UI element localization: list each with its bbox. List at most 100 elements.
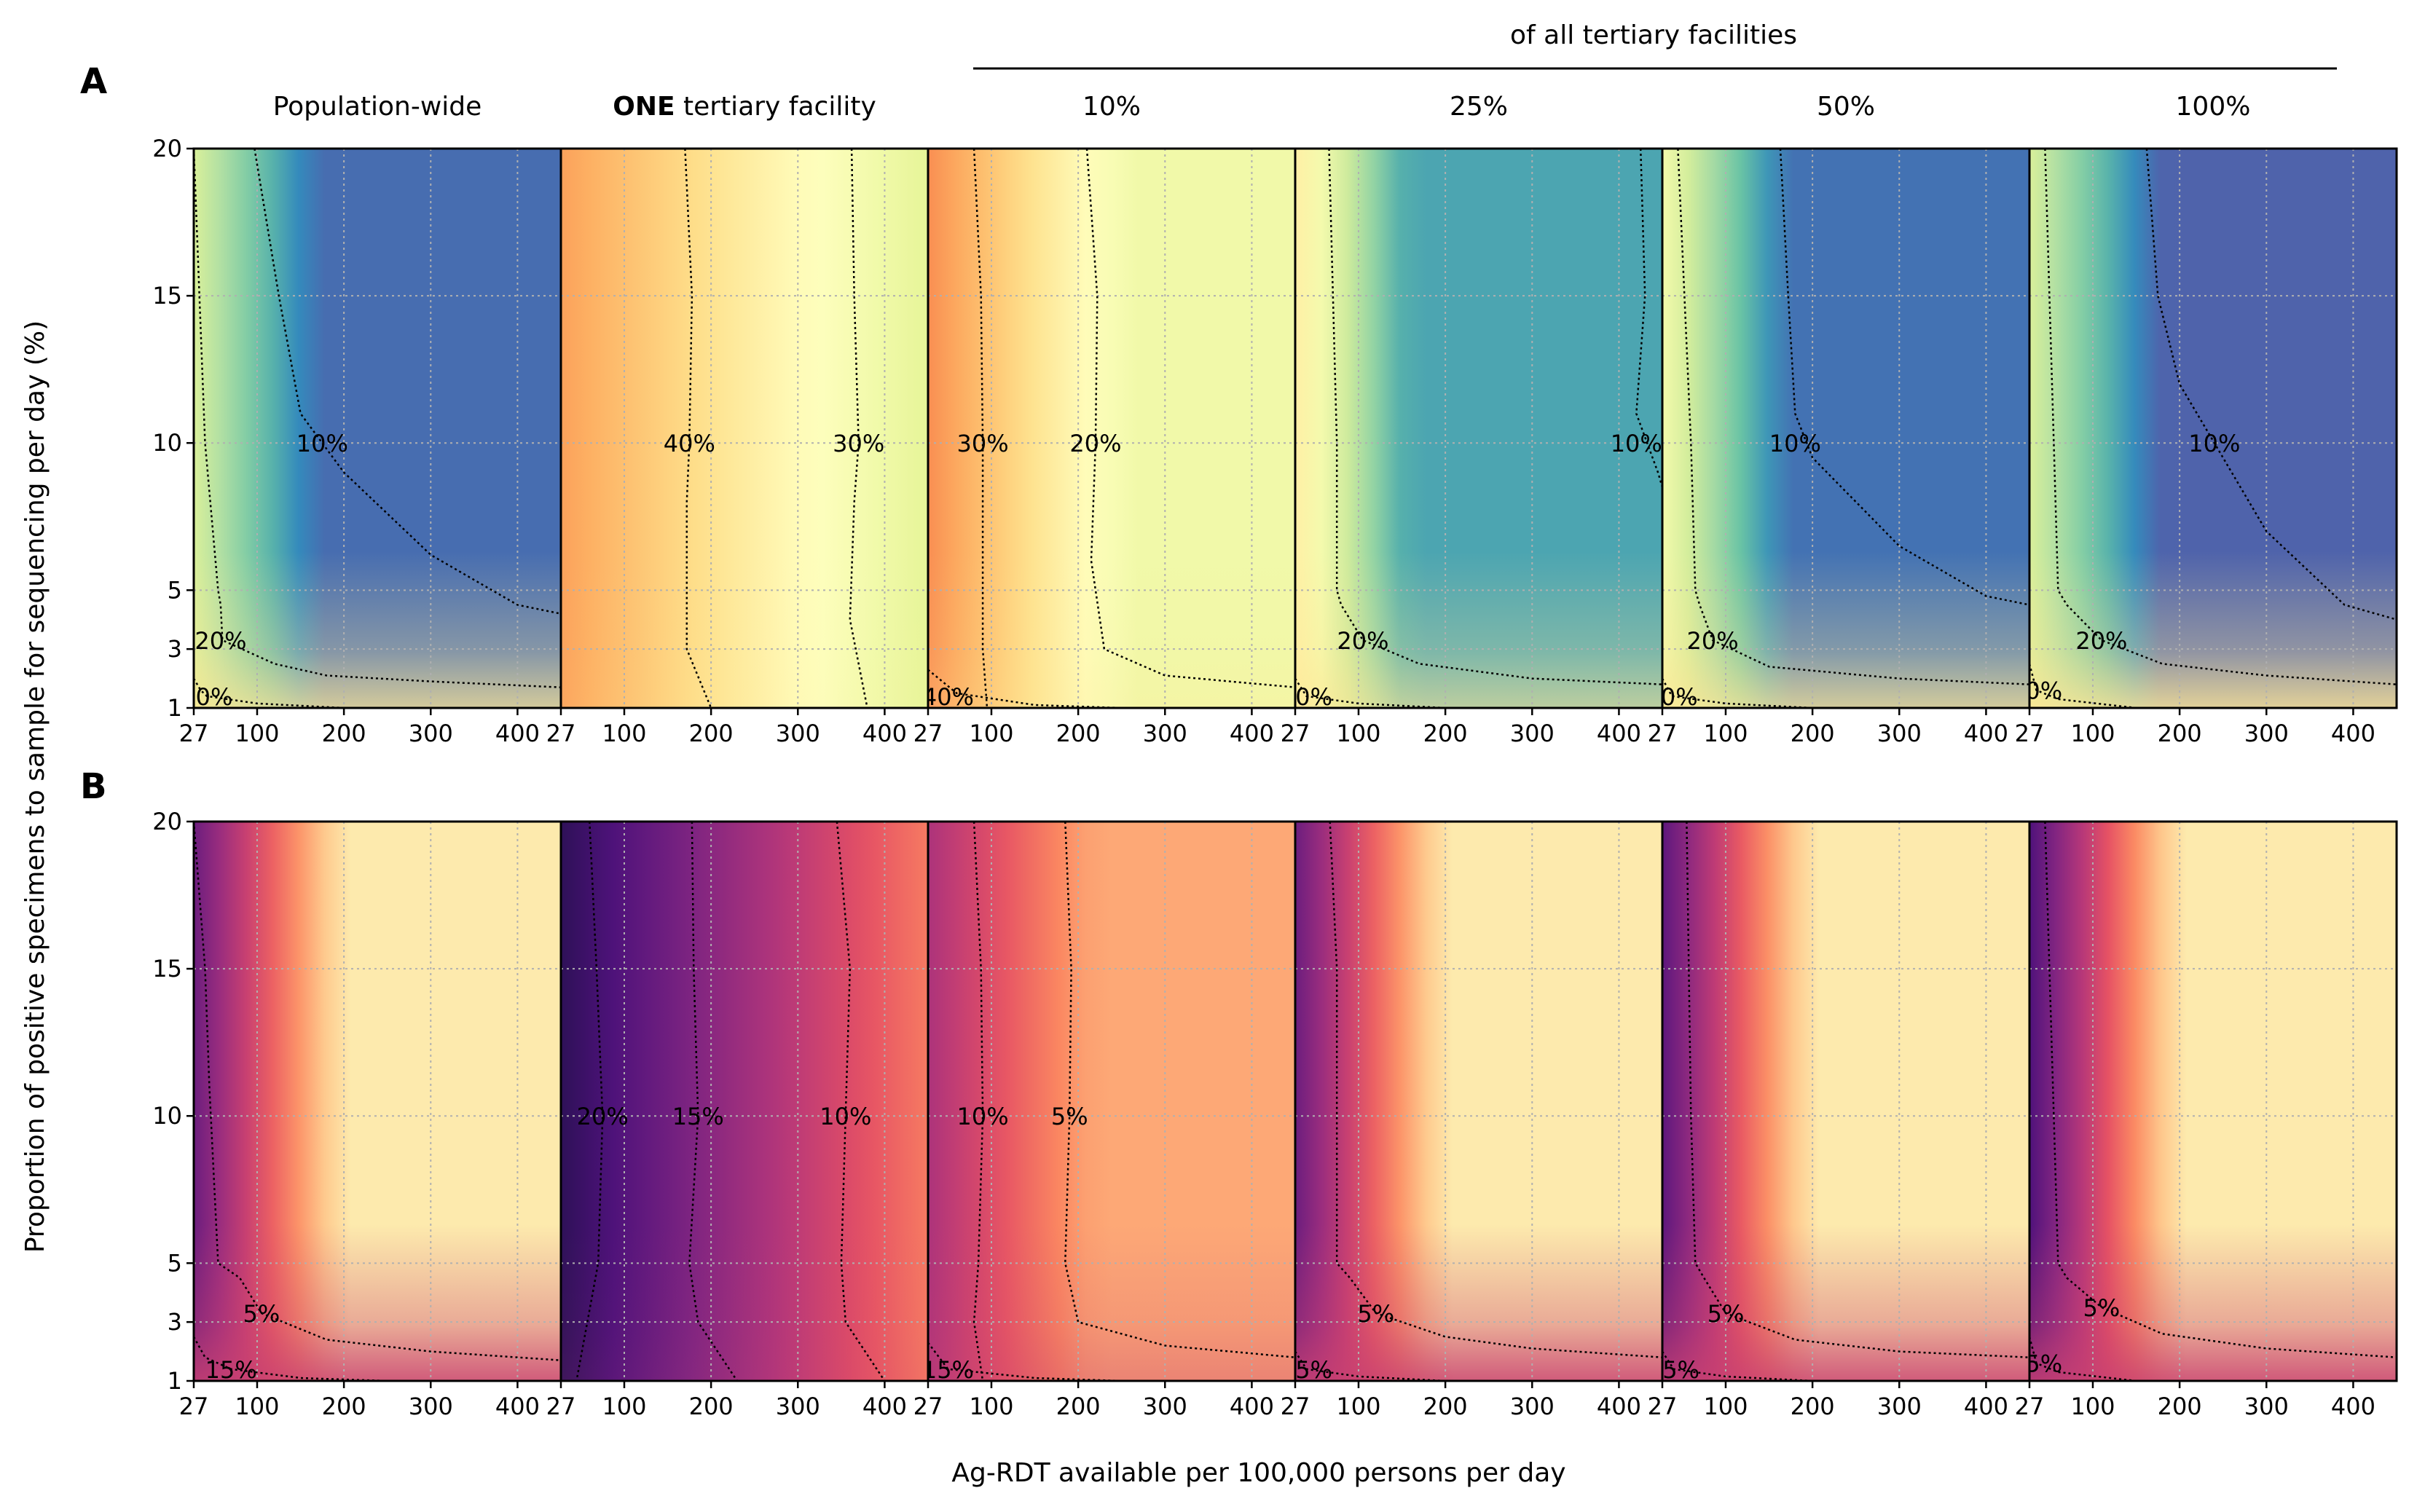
contour-label: 30% [957, 430, 1009, 457]
heatmap-shade [561, 822, 928, 1381]
heatmap-shade [194, 149, 561, 708]
y-tick-label: 1 [168, 694, 182, 722]
x-tick-label: 100 [235, 1393, 279, 1420]
x-tick-label: 400 [1597, 1393, 1641, 1420]
contour-label: 15% [1648, 1356, 1699, 1384]
contour-label: 5% [2083, 1294, 2121, 1322]
contour-line [1779, 149, 2029, 606]
grid [1295, 149, 1662, 708]
x-tick-label: 200 [1791, 720, 1835, 747]
contour-line [1064, 822, 1295, 1358]
x-tick-label: 400 [1964, 720, 2008, 747]
x-tick-label: 27 [2015, 720, 2045, 747]
grid [2029, 822, 2397, 1381]
contour-label: 5% [1707, 1300, 1745, 1328]
contour-line [688, 822, 738, 1381]
contour-label: 30% [833, 430, 884, 457]
contour-label: 40% [1646, 683, 1698, 711]
y-tick-label: 10 [152, 1102, 182, 1130]
contour-label: 20% [194, 627, 246, 655]
x-tick-label: 27 [2015, 1393, 2045, 1420]
x-tick-label: 100 [1703, 1393, 1748, 1420]
grid [928, 149, 1295, 708]
x-tick-label: 27 [1281, 720, 1310, 747]
contour-label: 10% [820, 1103, 871, 1130]
y-axis-label: Proportion of positive specimens to samp… [20, 320, 50, 1253]
heatmap-shade [928, 822, 1295, 1381]
x-tick-label: 100 [602, 1393, 646, 1420]
contour-line [1662, 1350, 1813, 1381]
heatmap-cell-a-2: 40% 30% 27 100 200 300 400 [546, 147, 930, 747]
x-tick-label: 200 [1056, 1393, 1101, 1420]
contour-label: 5% [243, 1300, 280, 1328]
contour-label: 40% [2011, 677, 2062, 705]
contour-line [849, 149, 868, 708]
contour-line [254, 149, 561, 615]
heatmap-shade [1662, 822, 2029, 1381]
column-title-text: Population-wide [273, 92, 482, 122]
contour-line [928, 669, 1122, 708]
x-tick-label: 300 [1877, 1393, 1922, 1420]
heatmap-cell-b-3: 10% 5% 15% 27 100 200 300 400 [913, 820, 1297, 1420]
contours: 10%20%40% [1295, 149, 1662, 708]
x-tick-label: 200 [322, 1393, 366, 1420]
contour-label: 10% [957, 1103, 1009, 1130]
cell-frame [2028, 820, 2398, 1382]
column-titles: Population-wide ONE tertiary facility 10% 2… [273, 92, 2251, 122]
contour-line [684, 149, 712, 708]
contours: 10% 20% 40% [2011, 149, 2397, 708]
column-title-text: 50% [1817, 92, 1875, 122]
contour-label: 10% [1611, 430, 1662, 457]
heatmap-cell-a-4: 10% 20%40% 27 100 200 300 400 [1281, 147, 1664, 747]
x-tick-label: 27 [1281, 1393, 1310, 1420]
heatmap-cell-a-3: 30% 20% 40% 27 100 200 300 400 [913, 147, 1297, 747]
x-tick-label: 200 [1423, 1393, 1468, 1420]
column-title-text: 25% [1450, 92, 1508, 122]
column-title-text: 100% [2176, 92, 2251, 122]
heatmap-cell-b-6: 5% 15% 27 100 200 300 400 [2015, 820, 2398, 1420]
x-tick-label: 200 [2158, 1393, 2202, 1420]
contours: 5% 15% [1648, 822, 2029, 1384]
contour-line [1686, 822, 2029, 1358]
contour-line [575, 822, 604, 1381]
heatmap-shade [561, 149, 928, 708]
x-tick-label: 400 [2331, 720, 2375, 747]
x-tick-label: 100 [2070, 1393, 2115, 1420]
contour-label: 5% [1051, 1103, 1088, 1130]
contours: 10%20%40% [194, 149, 561, 708]
x-tick-label: 27 [546, 720, 576, 747]
heatmap-shade [194, 822, 561, 1381]
x-tick-label: 300 [2244, 1393, 2289, 1420]
x-tick-label: 300 [409, 720, 453, 747]
column-title: Population-wide [273, 92, 482, 122]
contours: 5% 15% [194, 822, 561, 1381]
x-tick-label: 27 [913, 720, 943, 747]
x-tick-label: 100 [1336, 720, 1380, 747]
grid [194, 149, 561, 708]
contour-label: 20% [1337, 627, 1388, 655]
y-tick-label: 20 [152, 808, 182, 835]
contour-label: 20% [2075, 627, 2127, 655]
contour-label: 10% [1769, 430, 1821, 457]
x-tick-label: 27 [179, 1393, 209, 1420]
heatmap-cell-b-1: 5% 15% 27 100 200 300 400 1 3 5 10 15 20 [152, 808, 562, 1420]
x-tick-label: 100 [1703, 720, 1748, 747]
grid [561, 149, 928, 708]
heatmap-shade [2029, 822, 2397, 1381]
contour-label: 20% [1069, 430, 1121, 457]
x-tick-label: 300 [776, 720, 820, 747]
x-tick-label: 300 [409, 1393, 453, 1420]
contour-line [2044, 822, 2397, 1358]
x-tick-label: 400 [862, 1393, 907, 1420]
contour-label: 10% [2188, 430, 2240, 457]
heatmap-cell-a-1: 10% 20% 40% 27 100 200 300 400 1 3 5 10 15 20 [152, 135, 562, 747]
x-tick-label: 100 [602, 720, 646, 747]
grid [928, 822, 1295, 1381]
x-tick-label: 200 [1423, 720, 1468, 747]
contours: 10%20%40% [1646, 149, 2029, 711]
x-tick-label: 300 [776, 1393, 820, 1420]
column-title: 100% [2176, 92, 2251, 122]
x-tick-label: 400 [1964, 1393, 2008, 1420]
y-tick-label: 5 [168, 576, 182, 604]
contour-label: 20% [577, 1103, 629, 1130]
